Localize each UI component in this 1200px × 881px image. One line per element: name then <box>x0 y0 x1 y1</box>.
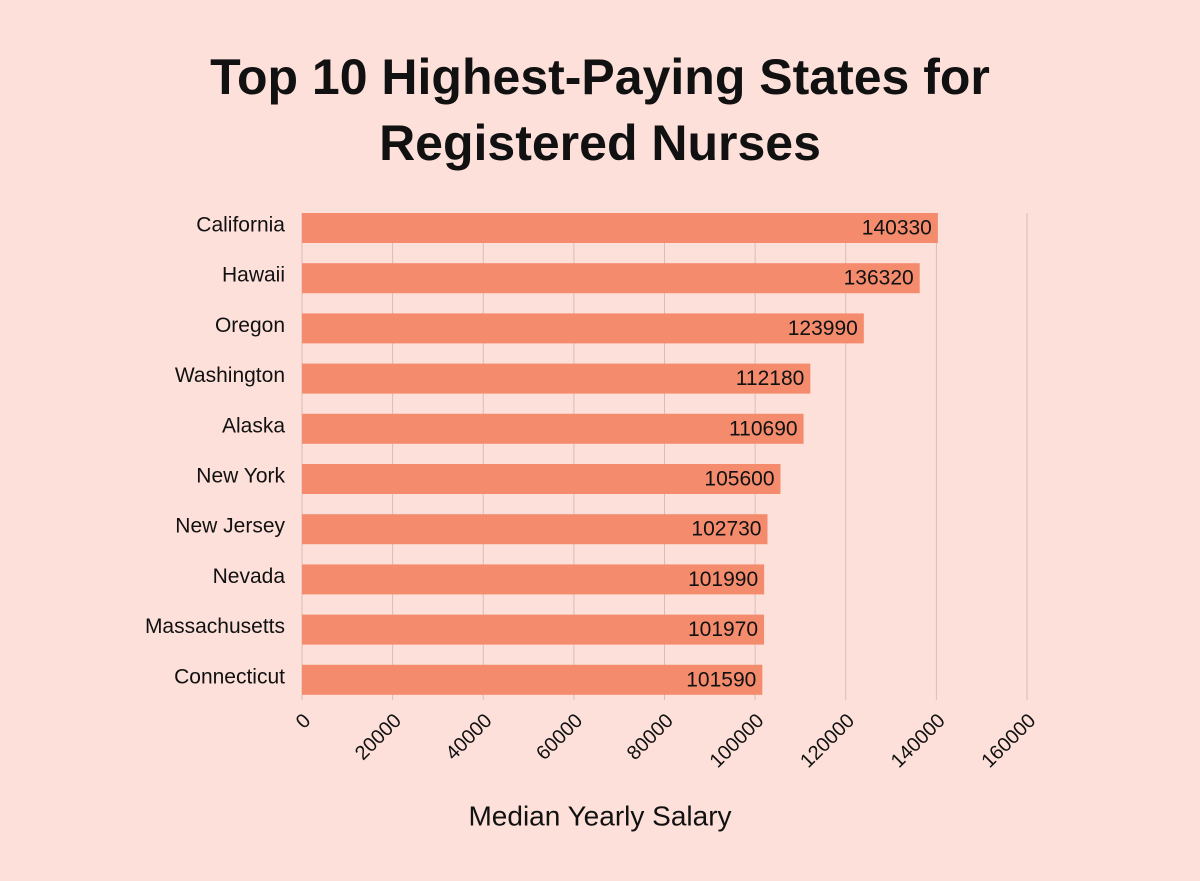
value-label: 102730 <box>691 518 761 541</box>
value-label: 123990 <box>788 317 858 340</box>
y-tick-label: Washington <box>175 364 285 387</box>
value-label: 136320 <box>844 267 914 290</box>
x-tick-label: 40000 <box>442 710 497 765</box>
y-tick-label: New York <box>196 465 285 488</box>
y-tick-label: Nevada <box>213 565 286 588</box>
bar <box>302 213 938 243</box>
x-tick-label: 140000 <box>887 710 950 773</box>
x-tick-label: 20000 <box>351 710 406 765</box>
bar <box>302 664 763 695</box>
value-label: 112180 <box>736 367 805 390</box>
value-label: 105600 <box>704 468 774 491</box>
y-tick-label: Alaska <box>222 414 285 437</box>
value-label: 110690 <box>729 417 798 440</box>
bar <box>302 313 864 344</box>
bar <box>302 263 920 294</box>
x-tick-label: 0 <box>292 710 315 733</box>
chart-title: Top 10 Highest-Paying States for Registe… <box>210 49 990 171</box>
value-label: 101590 <box>686 668 756 691</box>
x-tick-label: 100000 <box>706 710 769 773</box>
y-tick-label: Connecticut <box>174 665 285 688</box>
bar <box>302 614 765 645</box>
bar <box>302 363 811 394</box>
y-tick-label: Massachusetts <box>145 615 285 638</box>
x-tick-label: 60000 <box>532 710 587 765</box>
value-label: 140330 <box>862 217 932 240</box>
bar <box>302 464 781 494</box>
bar <box>302 564 765 595</box>
value-label: 101970 <box>688 618 758 641</box>
y-tick-label: New Jersey <box>175 515 285 538</box>
y-tick-label: Oregon <box>215 314 285 337</box>
value-label: 101990 <box>688 568 758 591</box>
bar <box>302 514 768 545</box>
y-tick-label: Hawaii <box>222 264 285 287</box>
x-tick-label: 160000 <box>978 710 1041 773</box>
x-axis-label: Median Yearly Salary <box>468 800 731 831</box>
x-tick-label: 80000 <box>623 710 678 765</box>
y-tick-label: California <box>196 214 285 237</box>
x-tick-label: 120000 <box>796 710 859 773</box>
bar <box>302 413 804 444</box>
